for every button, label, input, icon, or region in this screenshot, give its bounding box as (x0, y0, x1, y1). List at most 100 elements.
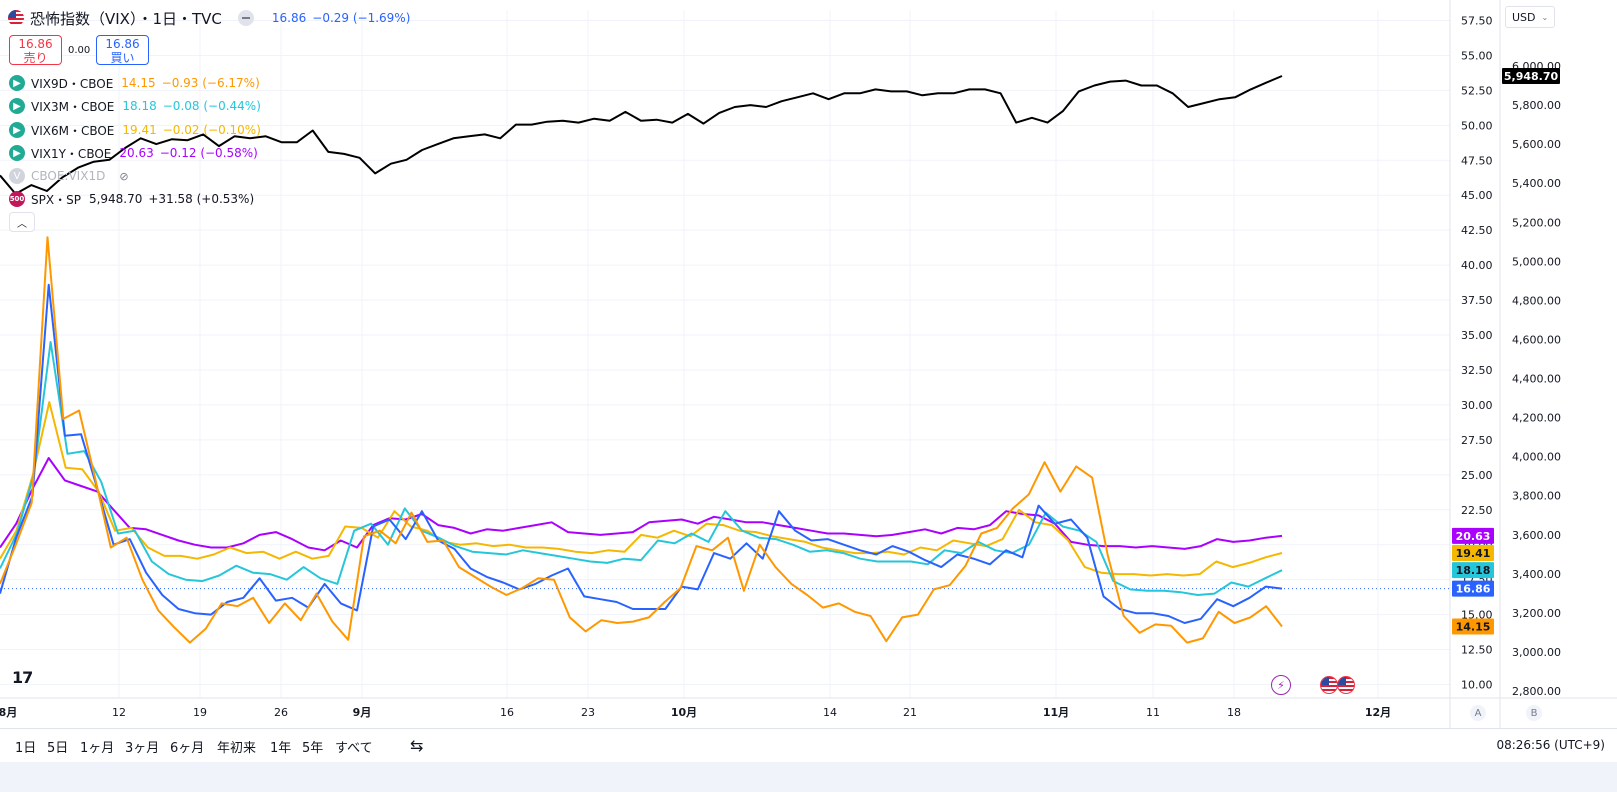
date-range-icon[interactable]: ⇆ (410, 736, 424, 755)
last-value-label (1452, 618, 1494, 635)
left-axis-tick: 52.50 (1461, 84, 1493, 97)
legend-name: VIX9D・CBOE (31, 76, 114, 91)
hidden-eye-icon[interactable]: ⊘ (119, 169, 129, 183)
right-axis-tick: 5,200.00 (1512, 216, 1561, 229)
last-value-label (1502, 68, 1560, 85)
collapse-minus-icon[interactable] (237, 10, 254, 26)
time-axis-tick: 18 (1227, 706, 1241, 719)
time-axis-tick: 10月 (671, 706, 697, 719)
period-button[interactable]: 3ヶ月 (125, 741, 160, 756)
buy-label: 買い (110, 51, 135, 65)
time-axis-tick: 11月 (1043, 706, 1069, 719)
last-value-labels: 5,948.70 20.63 19.41 18.18 16.86 14.15 (1452, 68, 1560, 635)
right-axis-tick: 3,600.00 (1512, 529, 1561, 542)
last-value-text: 19.41 (1456, 547, 1491, 560)
right-axis-tick: 3,800.00 (1512, 490, 1561, 503)
period-button[interactable]: 1年 (270, 741, 292, 756)
last-value-label (1452, 527, 1494, 544)
legend-name: VIX1Y・CBOE (31, 146, 112, 161)
series-line (0, 75, 1283, 195)
chart-canvas[interactable]: 57.50 55.00 52.50 50.00 47.50 45.00 42.50 40.00… (0, 0, 1617, 728)
legend-name: CBOE:VIX1D (31, 169, 106, 183)
series-line (0, 236, 1283, 644)
period-button[interactable]: 1ヶ月 (80, 741, 115, 756)
legend-change: +31.58 (+0.53%) (148, 192, 255, 206)
period-button[interactable]: 6ヶ月 (170, 741, 205, 756)
period-button[interactable]: 年初来 (217, 741, 257, 756)
chevron-down-icon: ⌄ (1541, 12, 1549, 22)
sell-price: 16.86 (18, 37, 53, 51)
currency-selector[interactable]: USD ⌄ (1505, 6, 1555, 28)
clock-display[interactable]: 08:26:56 (UTC+9) (1496, 738, 1605, 752)
right-axis-tick: 4,600.00 (1512, 333, 1561, 346)
left-axis-tick: 55.00 (1461, 49, 1493, 62)
scale-b-button[interactable]: B (1526, 705, 1542, 721)
tradingview-logo[interactable]: 17 (12, 668, 33, 687)
buy-button[interactable]: 16.86 買い (96, 35, 149, 65)
left-axis-tick: 37.50 (1461, 294, 1493, 307)
time-axis-tick: 21 (903, 706, 917, 719)
legend-item[interactable]: 500 SPX・SP 5,948.70 +31.58 (+0.53%) (9, 190, 254, 208)
bottom-panel-strip (0, 762, 1617, 792)
sp500-icon: 500 (9, 191, 25, 207)
lightning-event-icon[interactable]: ⚡ (1271, 675, 1291, 695)
legend-name: SPX・SP (31, 192, 81, 207)
us-event-flag-icon[interactable] (1337, 676, 1355, 694)
left-axis-tick: 12.50 (1461, 644, 1493, 657)
time-axis-tick: 14 (823, 706, 837, 719)
period-button[interactable]: 5日 (47, 741, 69, 756)
legend-name: VIX6M・CBOE (31, 123, 115, 138)
legend-item[interactable]: ▶ VIX1Y・CBOE 20.63 −0.12 (−0.58%) (9, 144, 258, 162)
legend-item[interactable]: ▶ VIX6M・CBOE 19.41 −0.02 (−0.10%) (9, 121, 261, 139)
vix1d-icon: V (9, 168, 25, 184)
last-value-text: 14.15 (1456, 620, 1491, 633)
time-axis-tick: 16 (500, 706, 514, 719)
chart-title-row: 恐怖指数（VIX）・1日・TVC 16.86 −0.29 (−1.69%) (8, 6, 410, 30)
series-line (0, 457, 1283, 552)
period-button[interactable]: すべて (335, 741, 373, 756)
last-value-label (1452, 562, 1494, 579)
legend-item[interactable]: ▶ VIX9D・CBOE 14.15 −0.93 (−6.17%) (9, 74, 260, 92)
time-axis-tick: 23 (581, 706, 595, 719)
left-axis-tick: 32.50 (1461, 364, 1493, 377)
last-value-text: 5,948.70 (1504, 70, 1559, 83)
legend-collapse-button[interactable]: ︿ (9, 212, 35, 232)
left-axis-tick: 10.00 (1461, 679, 1493, 692)
right-axis-tick: 3,000.00 (1512, 646, 1561, 659)
auto-scale-button[interactable]: A (1470, 705, 1486, 721)
period-button[interactable]: 1日 (15, 741, 37, 756)
play-icon: ▶ (9, 145, 25, 161)
legend-item[interactable]: V CBOE:VIX1D ⊘ (9, 167, 129, 185)
time-axis-tick: 19 (193, 706, 207, 719)
legend-value: 20.63 (119, 146, 154, 160)
right-axis-tick: 4,400.00 (1512, 373, 1561, 386)
series-line (0, 341, 1283, 596)
last-value-text: 16.86 (1456, 583, 1491, 596)
left-axis-tick: 45.00 (1461, 189, 1493, 202)
right-axis-tick: 5,400.00 (1512, 177, 1561, 190)
time-axis-tick: 11 (1146, 706, 1160, 719)
time-axis-tick: 12月 (1365, 706, 1391, 719)
time-axis-tick: 9月 (353, 706, 372, 719)
play-icon: ▶ (9, 122, 25, 138)
us-event-flag-icon[interactable] (1320, 676, 1338, 694)
left-axis-tick: 50.00 (1461, 119, 1493, 132)
right-axis-tick: 5,000.00 (1512, 255, 1561, 268)
period-button[interactable]: 5年 (302, 741, 324, 756)
us-flag-icon (8, 10, 24, 26)
time-axis-tick: 8月 (0, 706, 17, 719)
play-icon: ▶ (9, 75, 25, 91)
legend-value: 14.15 (121, 76, 156, 90)
left-axis-tick: 57.50 (1461, 15, 1493, 28)
last-value-label (1452, 544, 1494, 561)
chart-title: 恐怖指数（VIX）・1日・TVC (30, 9, 222, 28)
left-axis-tick: 30.00 (1461, 399, 1493, 412)
currency-label: USD (1512, 10, 1536, 24)
left-axis-tick: 27.50 (1461, 434, 1493, 447)
last-value-text: 18.18 (1456, 564, 1491, 577)
legend-item[interactable]: ▶ VIX3M・CBOE 18.18 −0.08 (−0.44%) (9, 97, 261, 115)
play-icon: ▶ (9, 98, 25, 114)
sell-button[interactable]: 16.86 売り (9, 35, 62, 65)
right-axis-tick: 3,400.00 (1512, 568, 1561, 581)
series-layer (0, 75, 1450, 644)
